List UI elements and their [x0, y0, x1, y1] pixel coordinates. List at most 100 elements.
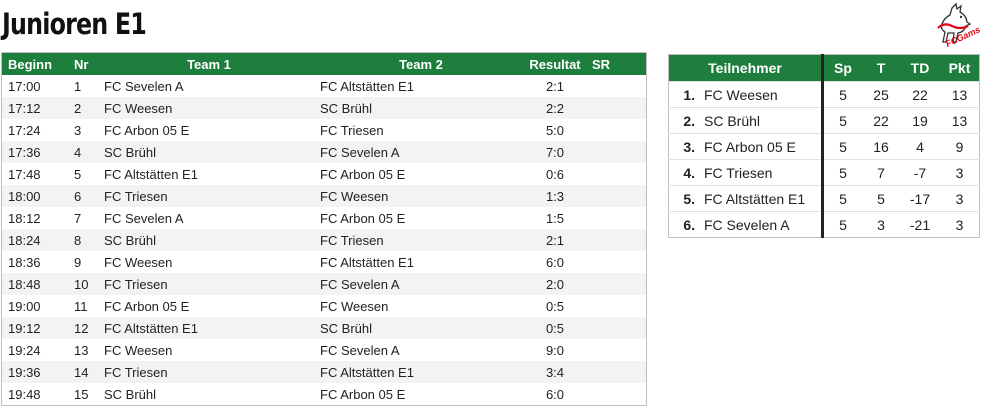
goal-difference: 19: [900, 107, 940, 134]
rank: 2.: [668, 107, 699, 134]
referee: [588, 251, 647, 273]
match-time: 18:24: [1, 229, 68, 251]
rank: 3.: [668, 133, 699, 160]
match-time: 19:36: [1, 361, 68, 383]
match-time: 18:36: [1, 251, 68, 273]
col-header-team1[interactable]: Team 1: [98, 52, 314, 75]
referee: [588, 163, 647, 185]
points: 13: [940, 107, 980, 134]
team-name: FC Altstätten E1: [699, 185, 824, 212]
standings-table: Teilnehmer Sp T TD Pkt 1. FC Weesen 5 25 22 1…: [668, 54, 980, 238]
match-result: 2:1: [522, 229, 588, 251]
match-number: 14: [68, 361, 98, 383]
col-header-team2[interactable]: Team 2: [314, 52, 522, 75]
away-team: FC Sevelen A: [314, 273, 522, 295]
match-time: 18:00: [1, 185, 68, 207]
away-team: FC Weesen: [314, 295, 522, 317]
match-time: 17:24: [1, 119, 68, 141]
col-header-result[interactable]: Resultat: [522, 52, 588, 75]
referee: [588, 97, 647, 119]
goals: 25: [862, 81, 900, 108]
col-header-sr[interactable]: SR: [588, 52, 647, 75]
home-team: SC Brühl: [98, 383, 314, 406]
col-header-participant[interactable]: Teilnehmer: [668, 54, 824, 82]
match-number: 5: [68, 163, 98, 185]
match-time: 19:00: [1, 295, 68, 317]
referee: [588, 119, 647, 141]
points: 3: [940, 159, 980, 186]
match-result: 5:0: [522, 119, 588, 141]
home-team: FC Weesen: [98, 251, 314, 273]
col-header-time[interactable]: Beginn: [1, 52, 68, 75]
match-number: 8: [68, 229, 98, 251]
match-number: 7: [68, 207, 98, 229]
match-result: 0:5: [522, 317, 588, 339]
match-time: 19:12: [1, 317, 68, 339]
home-team: FC Triesen: [98, 273, 314, 295]
match-time: 19:24: [1, 339, 68, 361]
col-header-goals[interactable]: T: [862, 54, 900, 82]
goals: 7: [862, 159, 900, 186]
match-number: 1: [68, 75, 98, 97]
standings-row: 5. FC Altstätten E1 5 5 -17 3: [668, 185, 980, 212]
games-played: 5: [822, 185, 862, 212]
schedule-row: 18:12 7 FC Sevelen A FC Arbon 05 E 1:5: [1, 207, 647, 229]
away-team: FC Altstätten E1: [314, 251, 522, 273]
away-team: FC Triesen: [314, 119, 522, 141]
schedule-header-row: Beginn Nr Team 1 Team 2 Resultat SR: [1, 52, 647, 75]
goals: 3: [862, 211, 900, 238]
goal-difference: -17: [900, 185, 940, 212]
schedule-table: Beginn Nr Team 1 Team 2 Resultat SR 1 7:0…: [1, 52, 647, 406]
home-team: SC Brühl: [98, 229, 314, 251]
referee: [588, 185, 647, 207]
games-played: 5: [822, 133, 862, 160]
referee: [588, 229, 647, 251]
away-team: FC Sevelen A: [314, 339, 522, 361]
col-header-goal-diff[interactable]: TD: [900, 54, 940, 82]
col-header-nr[interactable]: Nr: [68, 52, 98, 75]
referee: [588, 295, 647, 317]
match-time: 17:12: [1, 97, 68, 119]
team-name: FC Arbon 05 E: [699, 133, 824, 160]
home-team: FC Weesen: [98, 339, 314, 361]
standings-header-row: Teilnehmer Sp T TD Pkt: [668, 54, 980, 82]
away-team: FC Arbon 05 E: [314, 383, 522, 406]
schedule-row: 18:00 6 FC Triesen FC Weesen 1:3: [1, 185, 647, 207]
home-team: FC Sevelen A: [98, 207, 314, 229]
standings-row: 3. FC Arbon 05 E 5 16 4 9: [668, 133, 980, 160]
match-result: 6:0: [522, 251, 588, 273]
team-name: FC Sevelen A: [699, 211, 824, 238]
match-number: 3: [68, 119, 98, 141]
match-number: 11: [68, 295, 98, 317]
home-team: FC Altstätten E1: [98, 317, 314, 339]
goal-difference: -21: [900, 211, 940, 238]
referee: [588, 317, 647, 339]
page-title: Junioren E1: [2, 7, 147, 41]
schedule-row: 19:48 15 SC Brühl FC Arbon 05 E 6:0: [1, 383, 647, 406]
home-team: FC Sevelen A: [98, 75, 314, 97]
col-header-points[interactable]: Pkt: [940, 54, 980, 82]
match-result: 7:0: [522, 141, 588, 163]
match-number: 2: [68, 97, 98, 119]
match-result: 2:2: [522, 97, 588, 119]
goal-difference: 22: [900, 81, 940, 108]
referee: [588, 383, 647, 406]
points: 13: [940, 81, 980, 108]
match-time: 18:48: [1, 273, 68, 295]
away-team: FC Weesen: [314, 185, 522, 207]
match-number: 6: [68, 185, 98, 207]
match-result: 0:6: [522, 163, 588, 185]
club-logo[interactable]: FCGams: [930, 2, 982, 54]
home-team: FC Triesen: [98, 361, 314, 383]
points: 9: [940, 133, 980, 160]
referee: [588, 207, 647, 229]
col-header-games[interactable]: Sp: [822, 54, 862, 82]
standings-row: 4. FC Triesen 5 7 -7 3: [668, 159, 980, 186]
rank: 4.: [668, 159, 699, 186]
goals: 22: [862, 107, 900, 134]
away-team: FC Sevelen A: [314, 141, 522, 163]
goal-difference: -7: [900, 159, 940, 186]
standings-row: 2. SC Brühl 5 22 19 13: [668, 107, 980, 134]
match-result: 2:0: [522, 273, 588, 295]
team-name: FC Weesen: [699, 81, 824, 108]
